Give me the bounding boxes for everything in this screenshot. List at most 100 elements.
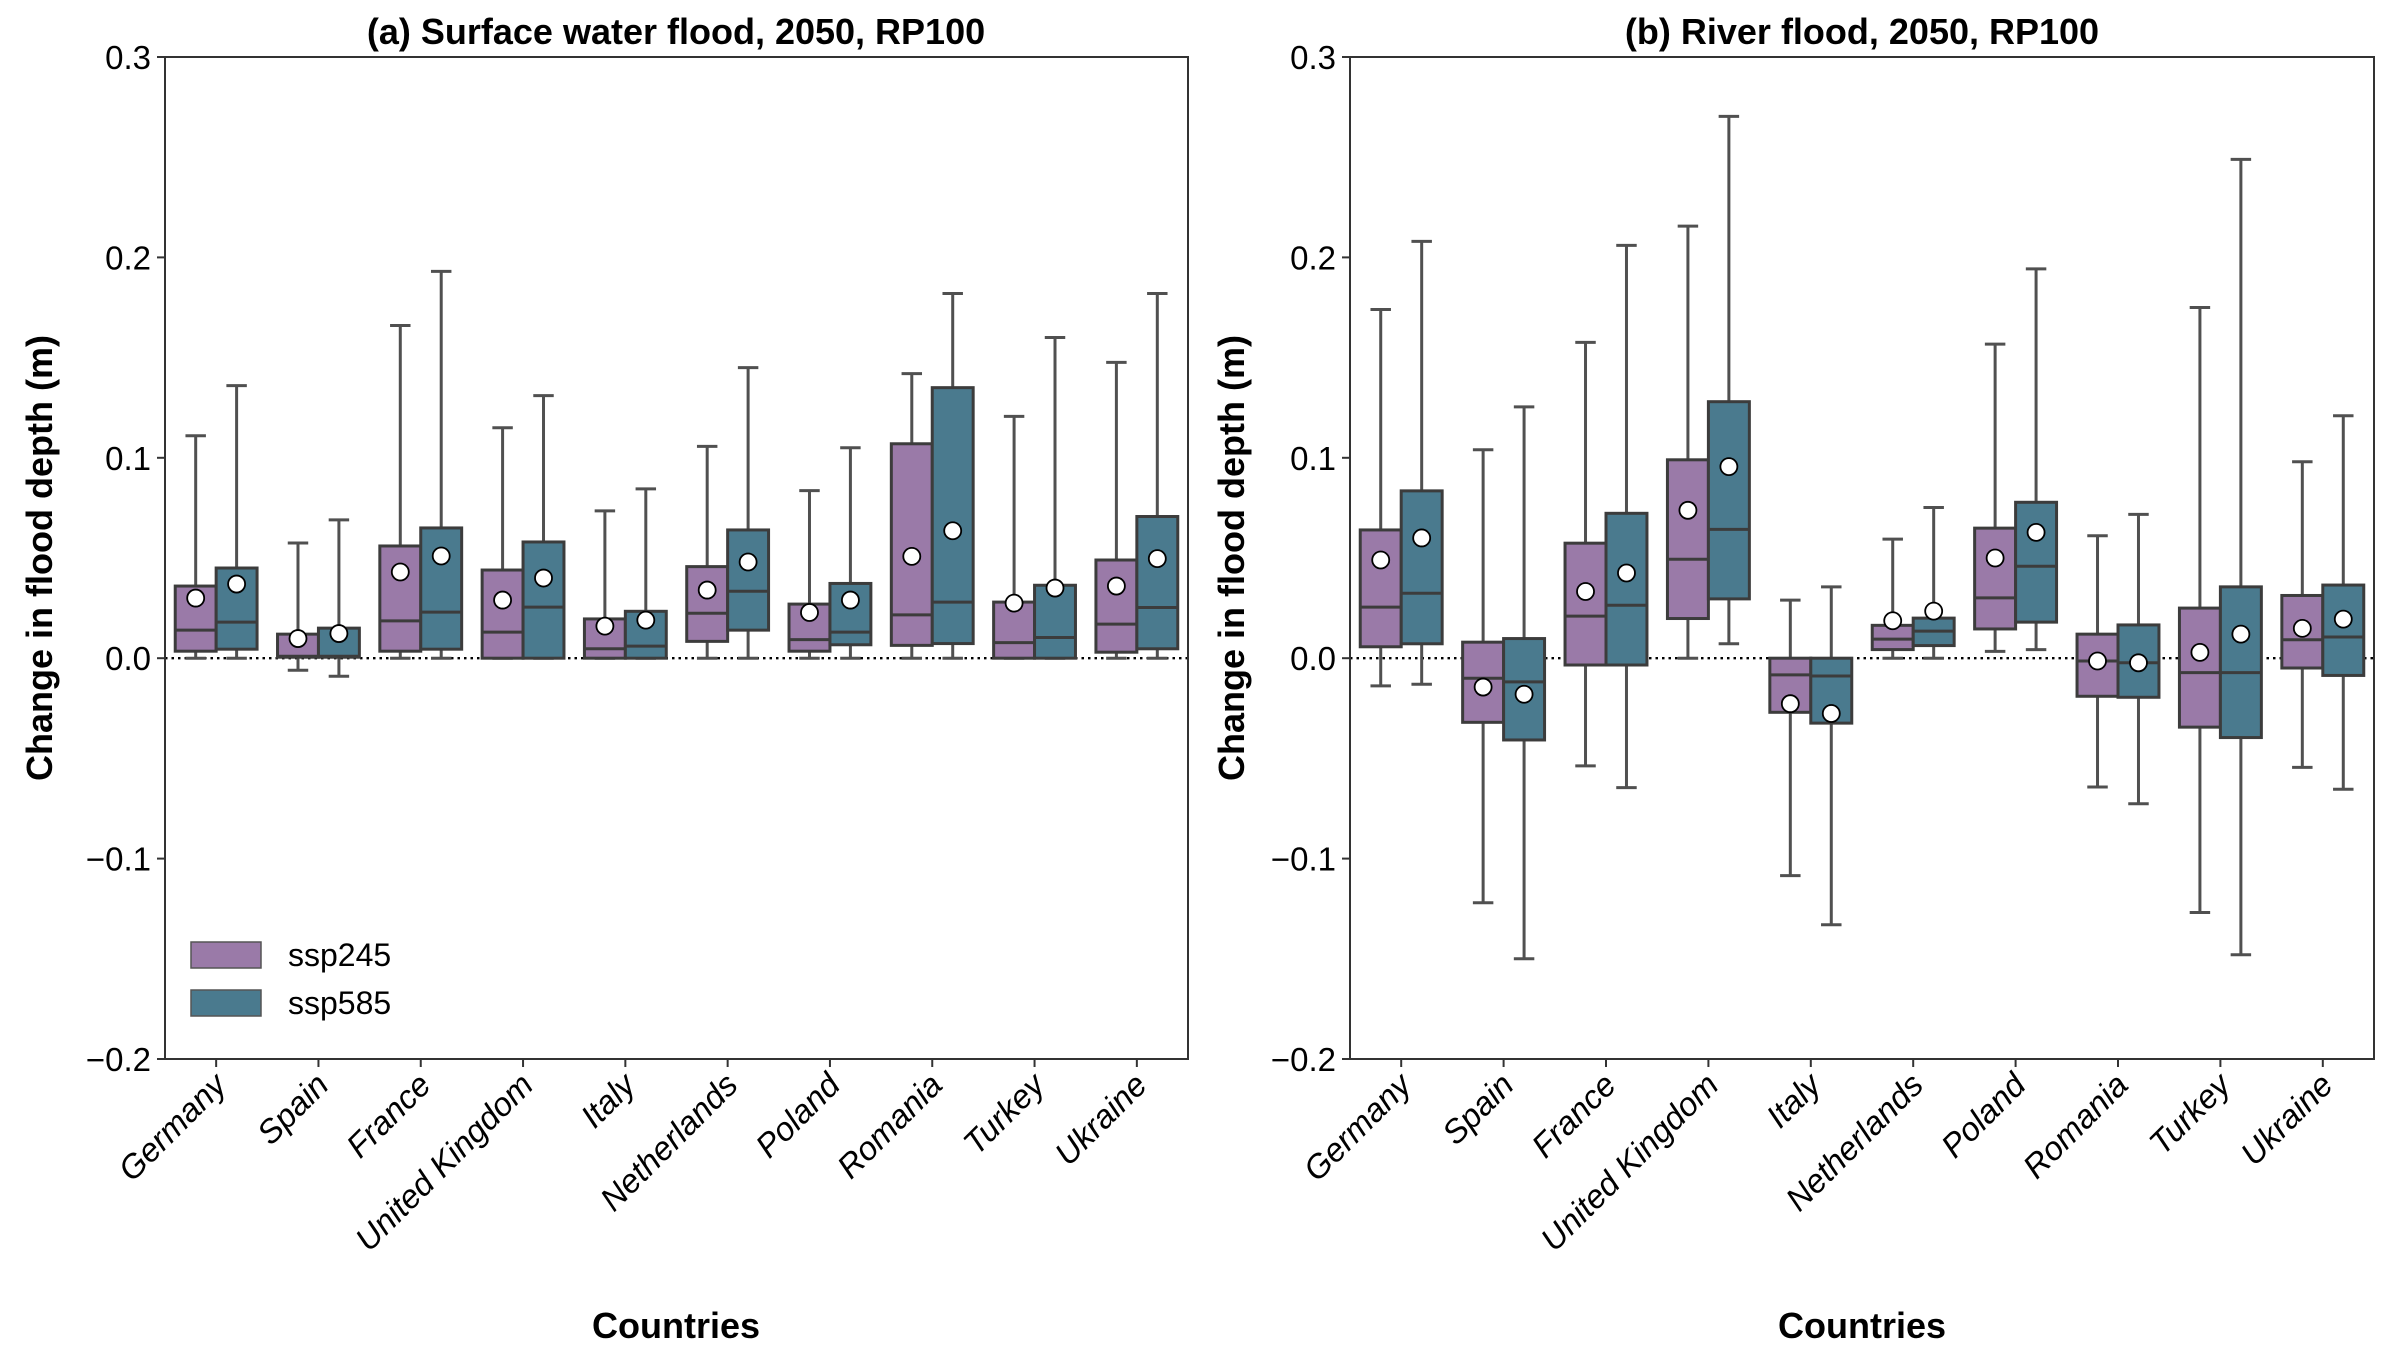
x-tick-label: Poland [748, 1065, 848, 1165]
mean-marker [697, 580, 717, 600]
box-ssp585-turkey [2218, 157, 2263, 957]
x-tick-label: France [339, 1066, 438, 1165]
mean-marker [841, 590, 860, 610]
box-ssp585-poland [2014, 267, 2059, 652]
x-tick-label: Romania [830, 1066, 950, 1186]
box-iqr [1135, 515, 1180, 651]
box-ssp245-poland [1973, 342, 2018, 653]
box-ssp245-romania [2075, 534, 2120, 789]
y-tick-label: −0.2 [86, 1041, 151, 1078]
panel-river-flood: (b) River flood, 2050, RP100 Change in f… [1211, 11, 2375, 1346]
box-ssp245-romania [889, 372, 934, 660]
mean-marker [1045, 578, 1065, 598]
box-ssp585-united-kingdom [1706, 114, 1751, 646]
box-ssp585-italy [623, 487, 668, 660]
mean-marker [534, 568, 553, 588]
mean-marker [1719, 457, 1739, 477]
y-axis-label: Change in flood depth (m) [1211, 335, 1252, 781]
mean-marker [1924, 601, 1944, 621]
y-ticks: −0.2 −0.1 0.0 0.1 0.2 0.3 [1271, 39, 1350, 1078]
y-tick-label: 0.2 [105, 239, 151, 276]
box-iqr [521, 540, 566, 660]
plot-area [1349, 56, 2375, 1060]
mean-marker [595, 616, 615, 636]
box-ssp245-france [1563, 340, 1608, 768]
box-ssp245-united-kingdom [1665, 224, 1710, 660]
mean-marker [800, 603, 819, 622]
x-tick-label: Romania [2015, 1066, 2135, 1186]
x-tick-label: Ukraine [2233, 1066, 2340, 1173]
box-iqr [889, 442, 934, 647]
box-iqr [480, 568, 525, 660]
box-ssp585-united-kingdom [521, 394, 566, 660]
box-iqr [726, 528, 771, 632]
box-ssp585-romania [2116, 512, 2161, 806]
mean-marker [943, 521, 963, 541]
box-iqr [1973, 526, 2018, 631]
box-ssp585-netherlands [726, 366, 771, 660]
mean-marker [1678, 500, 1698, 520]
y-tick-label: 0.2 [1290, 239, 1336, 276]
box-iqr [930, 386, 975, 646]
mean-marker [902, 546, 922, 566]
mean-marker [2129, 653, 2148, 673]
box-ssp245-united-kingdom [480, 426, 525, 660]
legend-swatch-ssp585 [190, 989, 262, 1017]
mean-marker [227, 574, 247, 594]
mean-marker [1004, 593, 1024, 613]
box-iqr [1706, 400, 1751, 601]
mean-marker [1147, 549, 1167, 569]
box-ssp585-spain [1502, 405, 1547, 961]
mean-marker [2088, 651, 2107, 671]
box-ssp585-turkey [1033, 336, 1077, 660]
x-tick-label: Turkey [2142, 1064, 2240, 1162]
box-ssp245-italy [582, 509, 627, 660]
mean-marker [1821, 704, 1841, 723]
box-ssp245-poland [787, 489, 832, 660]
mean-marker [1412, 528, 1432, 548]
mean-marker [2333, 609, 2353, 629]
x-tick-label: Italy [573, 1064, 644, 1135]
box-ssp585-germany [1399, 239, 1444, 686]
box-iqr [2321, 583, 2366, 677]
box-ssp245-italy [1768, 598, 1813, 878]
x-tick-label: Ukraine [1047, 1066, 1154, 1173]
box-ssp245-spain [276, 541, 320, 672]
box-ssp585-spain [316, 518, 361, 678]
mean-marker [186, 588, 206, 608]
mean-marker [2026, 522, 2046, 542]
box-iqr [1604, 511, 1649, 667]
x-tick-label: Italy [1759, 1064, 1830, 1135]
box-ssp585-romania [930, 291, 975, 660]
mean-marker [738, 552, 758, 572]
plot-area [164, 56, 1189, 1060]
box-ssp245-netherlands [685, 444, 730, 660]
panel-surface-water-flood: (a) Surface water flood, 2050, RP100 Cha… [19, 11, 1189, 1346]
box-ssp245-germany [1358, 308, 1403, 688]
y-axis-label: Change in flood depth (m) [19, 335, 60, 781]
mean-marker [2292, 618, 2312, 638]
mean-marker [1371, 550, 1391, 570]
box-ssp585-ukraine [2321, 414, 2366, 791]
axes-frame [164, 56, 1189, 1060]
box-ssp585-netherlands [1911, 505, 1956, 660]
box-ssp245-netherlands [1870, 537, 1915, 660]
y-ticks: −0.2 −0.1 0.0 0.1 0.2 0.3 [86, 39, 165, 1078]
legend-label-ssp585: ssp585 [288, 985, 391, 1021]
box-iqr [378, 544, 423, 653]
mean-marker [636, 610, 656, 630]
y-tick-label: 0.0 [105, 640, 151, 677]
axes-frame [1349, 56, 2375, 1060]
box-ssp245-turkey [2177, 306, 2222, 915]
mean-marker [329, 624, 349, 643]
x-tick-label: Germany [111, 1064, 235, 1188]
box-ssp245-spain [1461, 448, 1506, 905]
mean-marker [1780, 694, 1800, 714]
box-ssp585-ukraine [1135, 291, 1180, 660]
box-ssp585-france [419, 269, 464, 660]
box-ssp585-germany [214, 384, 259, 660]
x-tick-label: United Kingdom [348, 1066, 540, 1258]
box-ssp585-italy [1809, 585, 1854, 927]
